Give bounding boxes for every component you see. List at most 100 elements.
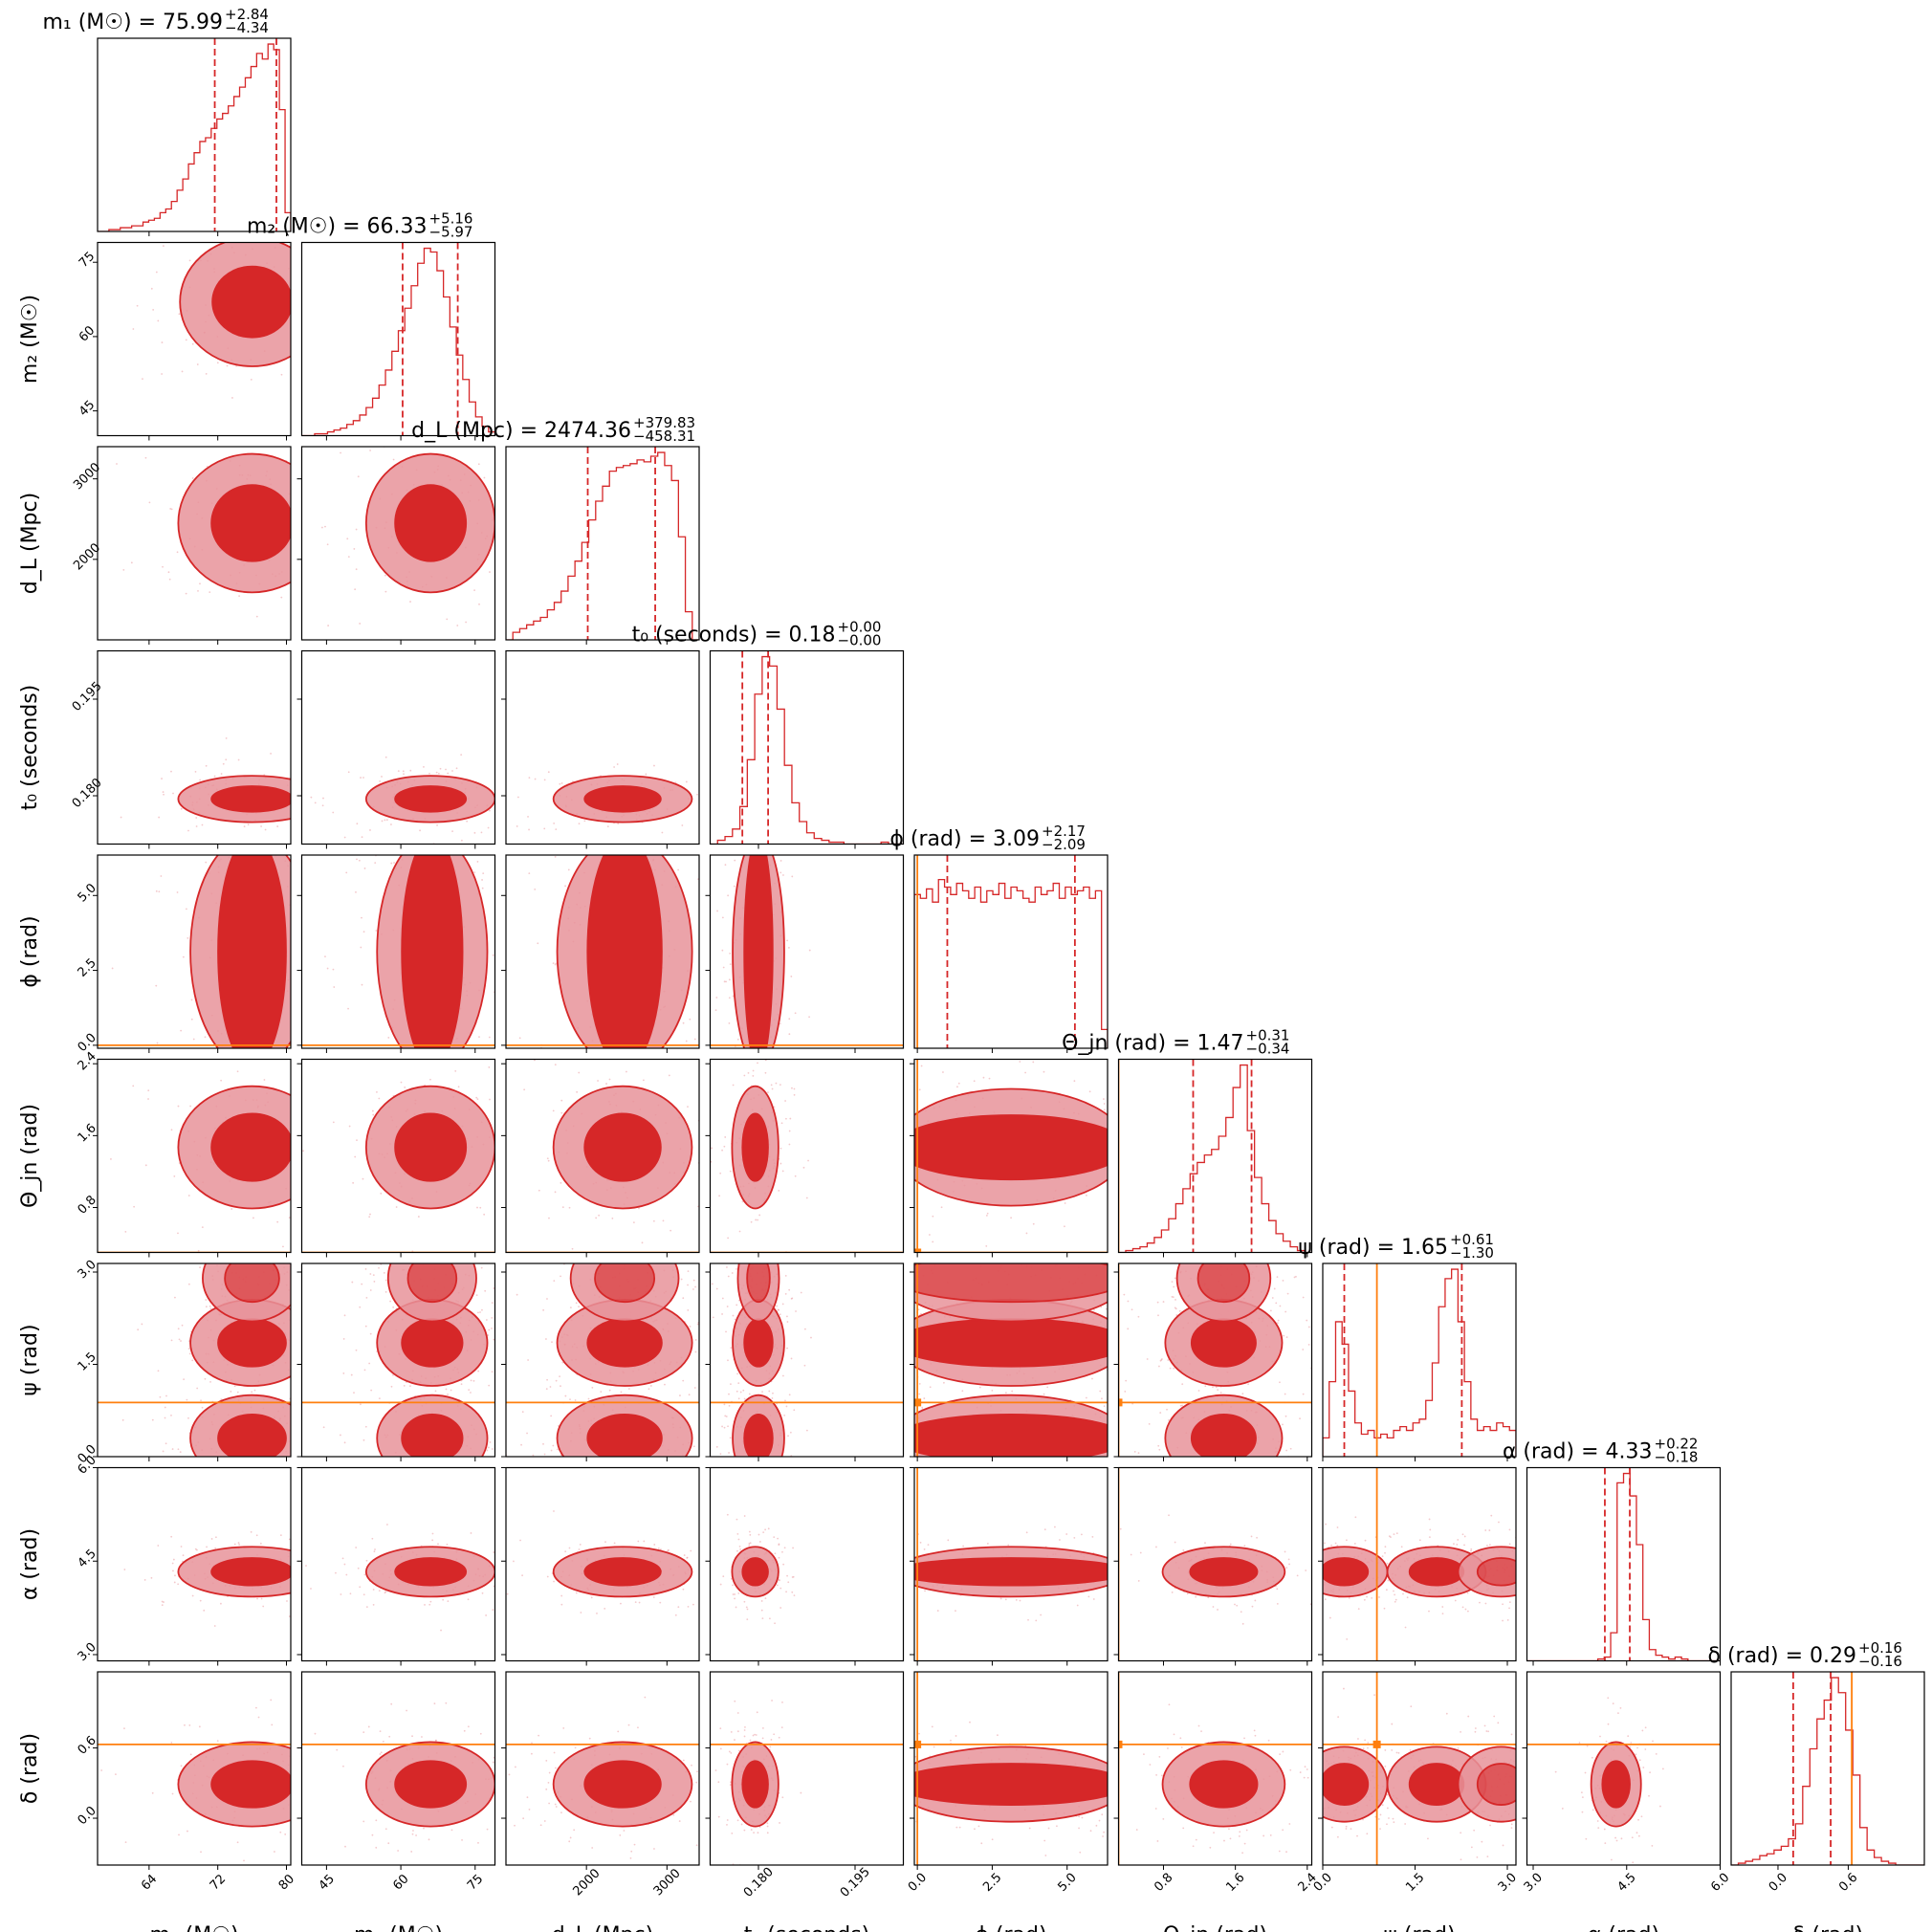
sample-point [304,880,306,882]
sample-point [336,252,338,254]
sample-point [393,862,395,864]
sample-point [1103,1103,1106,1105]
sample-point [362,931,365,933]
sample-point [1032,1222,1035,1225]
sample-point [352,1186,354,1188]
sample-point [719,1016,721,1018]
sample-point [358,545,360,547]
sample-point [255,615,258,618]
sample-point [785,1591,787,1593]
sample-point [365,1559,368,1562]
sample-point [776,1305,779,1307]
sample-point [268,1253,270,1255]
sample-point [918,1393,921,1395]
sample-point [1285,1495,1287,1497]
title-plus-theta: +0.31 [1246,1027,1290,1044]
sample-point [1046,1386,1049,1389]
sample-point [393,1217,395,1218]
sample-point [940,1206,943,1209]
sample-point [728,1452,730,1454]
sample-point [353,548,356,550]
sample-point [985,1215,988,1217]
sample-point [347,771,350,774]
sample-point [305,829,307,831]
sample-point [453,1501,455,1503]
sample-point [343,1441,346,1444]
sample-point [262,1220,264,1222]
sample-point [362,1213,363,1215]
sample-point [556,1356,558,1358]
sample-point [157,319,160,322]
sample-point [475,1294,478,1297]
sample-point [736,1532,739,1535]
sample-point [482,872,485,875]
sample-point [411,1458,413,1460]
sample-point [702,1307,704,1309]
sample-point [977,1471,979,1473]
sample-point [719,1474,721,1476]
sample-point [513,523,515,525]
sample-point [694,1350,697,1353]
sample-point [333,986,336,988]
sample-point [474,1240,476,1242]
sample-point [1129,1473,1131,1475]
sample-point [578,1071,581,1074]
sample-point [752,1069,755,1072]
sample-point [790,1357,793,1360]
sample-point [228,230,230,231]
sample-point [467,1598,470,1601]
sample-point [319,306,321,308]
sample-point [568,1231,570,1233]
sample-point [781,1303,784,1306]
sample-point [617,823,620,825]
sample-point [340,1593,342,1595]
sample-point [185,592,187,595]
sample-point [194,770,197,773]
sample-point [316,1597,318,1599]
sample-point [711,1558,713,1560]
sample-point [791,1576,794,1578]
sample-point [506,1592,509,1595]
sample-point [1101,1244,1103,1246]
sample-point [702,905,704,907]
sample-point [378,1397,381,1400]
sample-point [560,782,563,784]
sample-point [1269,1309,1272,1312]
sample-point [1093,1308,1095,1311]
sample-point [765,1209,767,1211]
sample-point [625,1253,626,1255]
sample-point [204,1036,207,1039]
title-dL: d_L (Mpc) = 2474.36 [411,419,631,443]
sample-point [550,1415,553,1417]
sample-point [294,1460,296,1462]
sample-point [466,820,469,823]
sample-point [508,874,510,876]
sample-point [561,1206,564,1209]
sample-point [780,1122,783,1125]
contour-inner [211,265,291,339]
sample-point [395,1206,398,1208]
sample-point [1011,1390,1014,1393]
panel-frame-m1 [97,37,292,232]
sample-point [293,777,295,779]
sample-point [356,823,359,825]
sample-point [555,1379,558,1382]
density-theta-vs-m1 [98,1070,354,1253]
sample-point [1286,1292,1289,1295]
sample-point [1173,1460,1175,1462]
sample-point [941,1483,943,1485]
sample-point [351,1555,353,1557]
panel-frame-alpha-dL [505,1466,700,1662]
sample-point [722,1570,724,1571]
sample-point [162,791,165,793]
histogram-step-t0 [710,655,904,845]
sample-point [803,1364,806,1367]
sample-point [787,1581,790,1584]
sample-point [1271,1297,1274,1299]
sample-point [315,1175,317,1177]
sample-point [795,1310,797,1312]
panel-frame-dL-m2 [300,446,496,641]
sample-point [320,319,322,321]
sample-point [527,1359,529,1361]
density-alpha-vs-theta [1118,1467,1312,1661]
